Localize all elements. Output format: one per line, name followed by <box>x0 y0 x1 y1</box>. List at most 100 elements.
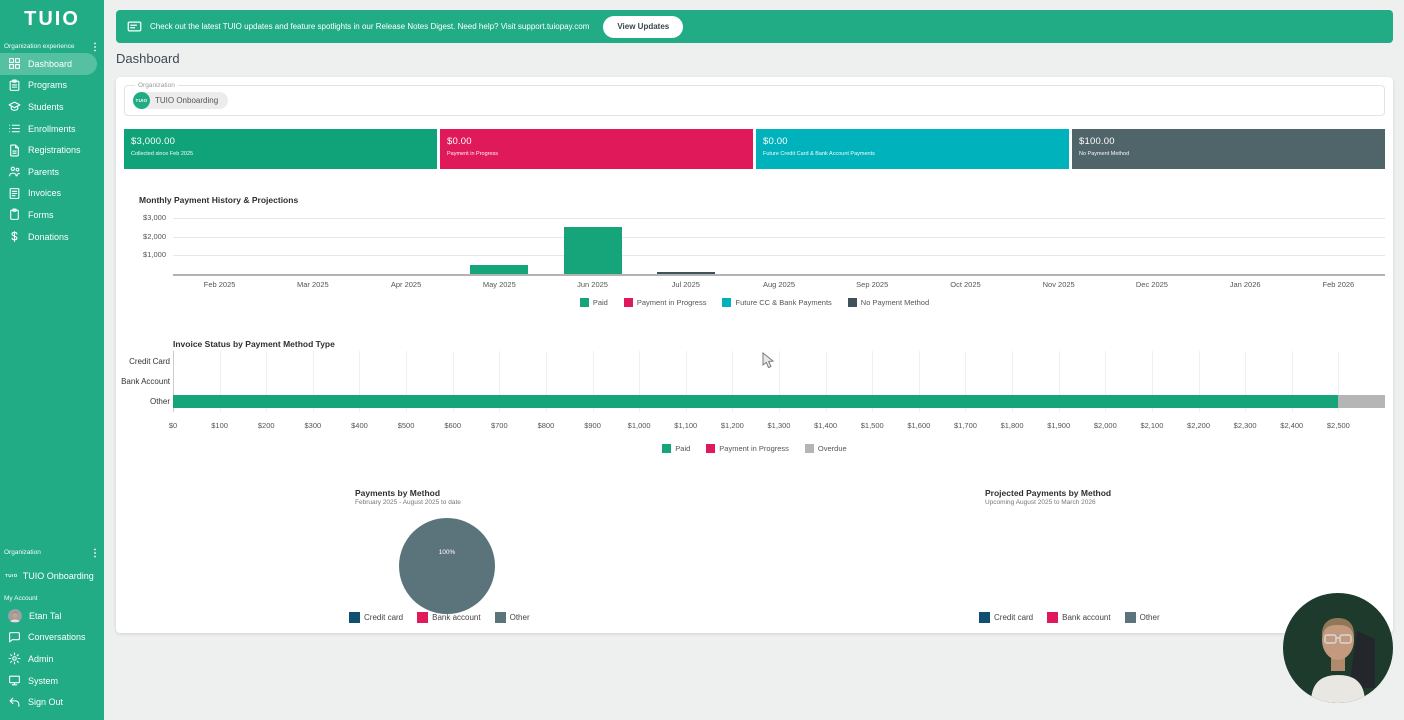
legend-swatch <box>847 298 857 307</box>
monthly-chart-legend: Paid Payment in Progress Future CC & Bank … <box>116 298 1393 307</box>
sidebar-item-conversations[interactable]: Conversations <box>0 627 104 649</box>
sidebar-item-donations[interactable]: Donations <box>0 226 104 248</box>
monthly-chart-title: Monthly Payment History & Projections <box>139 195 299 205</box>
forms-icon <box>8 208 21 221</box>
gridline <box>639 351 641 412</box>
announcement-banner: Check out the latest TUIO updates and fe… <box>116 10 1393 43</box>
x-axis-label: $700 <box>490 421 508 430</box>
view-updates-button[interactable]: View Updates <box>603 15 684 38</box>
stat-label: Payment in Progress <box>447 150 499 157</box>
x-axis-label: Sep 2025 <box>856 280 889 289</box>
sidebar-item-registrations[interactable]: Registrations <box>0 139 104 161</box>
sidebar-item-programs[interactable]: Programs <box>0 75 104 97</box>
conversations-icon <box>8 631 21 644</box>
legend-swatch <box>1047 612 1059 623</box>
legend-swatch <box>494 612 506 623</box>
sidebar-item-label: Dashboard <box>28 58 73 69</box>
gridline <box>732 351 734 412</box>
legend-item-credit-card: Credit card <box>349 612 403 623</box>
dashboard-icon <box>8 57 21 70</box>
sidebar-item-admin[interactable]: Admin <box>0 648 104 670</box>
stat-label: No Payment Method <box>1079 150 1130 157</box>
x-axis-label: Jul 2025 <box>671 280 700 289</box>
stat-card-future-credit-card-bank-account-payments: $0.00 Future Credit Card & Bank Account P… <box>756 129 1069 169</box>
sidebar-item-etan-tal[interactable]: Etan Tal <box>0 605 104 627</box>
gridline <box>173 236 1385 238</box>
gridline <box>219 351 221 412</box>
sidebar-bottom: Organization TUIO TUIO Onboarding My Acc… <box>0 546 104 713</box>
gridline <box>312 351 314 412</box>
release-notes-icon <box>127 19 142 34</box>
x-axis-label: $2,000 <box>1093 421 1117 430</box>
sidebar-section-label: Organization experience <box>4 43 75 50</box>
sidebar-item-system[interactable]: System <box>0 670 104 692</box>
pie-chart: 100% <box>399 518 495 614</box>
x-axis-label: $1,300 <box>767 421 791 430</box>
bar-paid-other <box>173 395 1339 409</box>
gridline <box>452 351 454 412</box>
stat-amount: $0.00 <box>447 136 472 147</box>
x-axis-label: $1,500 <box>860 421 884 430</box>
x-axis-label: $1,600 <box>907 421 931 430</box>
invoice-status-chart: Invoice Status by Payment Method Type Pa… <box>116 333 1393 473</box>
x-axis-label: $400 <box>351 421 368 430</box>
gridline <box>1151 351 1153 412</box>
x-axis-label: $800 <box>537 421 555 430</box>
legend-item-future-cc-bank-payments: Future CC & Bank Payments <box>722 298 832 307</box>
students-icon <box>8 100 21 113</box>
bar-paid-may-2025 <box>470 264 529 274</box>
sidebar-item-invoices[interactable]: Invoices <box>0 183 104 205</box>
sidebar-item-students[interactable]: Students <box>0 96 104 118</box>
org-section-label: Organization <box>4 549 41 556</box>
legend-label: Paid <box>592 298 608 307</box>
x-axis-label: $900 <box>584 421 601 430</box>
category-label-credit-card: Credit Card <box>129 356 170 366</box>
legend-label: Bank account <box>432 613 481 622</box>
stat-label: Collected since Feb 2025 <box>131 150 194 157</box>
sidebar-item-label: Conversations <box>28 632 86 643</box>
mouse-cursor <box>762 351 775 374</box>
stat-card-collected-since-feb-2025: $3,000.00 Collected since Feb 2025 <box>124 129 437 169</box>
sidebar-item-label: Etan Tal <box>29 610 62 621</box>
x-axis-label: May 2025 <box>482 280 516 289</box>
sidebar-item-label: Enrollments <box>28 123 76 134</box>
sidebar-item-parents[interactable]: Parents <box>0 161 104 183</box>
sidebar-item-dashboard[interactable]: Dashboard <box>0 53 97 75</box>
x-axis-label: Apr 2025 <box>390 280 422 289</box>
x-axis-label: Jan 2026 <box>1229 280 1261 289</box>
gridline <box>872 351 874 412</box>
gridline <box>592 351 594 412</box>
legend-item-credit-card: Credit card <box>979 612 1033 623</box>
x-axis-label: $100 <box>211 421 228 430</box>
org-mini-logo: TUIO <box>5 573 18 578</box>
registrations-icon <box>8 144 21 157</box>
sidebar-item-sign-out[interactable]: Sign Out <box>0 691 104 713</box>
x-axis-label: Mar 2025 <box>297 280 329 289</box>
kebab-menu-icon[interactable] <box>89 547 101 559</box>
sidebar-item-forms[interactable]: Forms <box>0 204 104 226</box>
legend-label: Overdue <box>817 444 847 453</box>
x-axis-label: $2,500 <box>1326 421 1350 430</box>
kebab-menu-icon[interactable] <box>89 41 101 53</box>
x-axis-label: Feb 2025 <box>203 280 236 289</box>
stat-amount: $100.00 <box>1079 136 1115 147</box>
system-icon <box>8 674 21 687</box>
legend-item-paid: Paid <box>579 298 608 307</box>
legend-swatch <box>662 444 672 453</box>
sidebar-item-enrollments[interactable]: Enrollments <box>0 118 104 140</box>
admin-icon <box>8 652 21 665</box>
x-axis-label: $1,000 <box>627 421 651 430</box>
legend-swatch <box>722 298 732 307</box>
organization-chip[interactable]: TUIO TUIO Onboarding <box>133 92 229 109</box>
pie-slice-label: 100% <box>438 549 456 556</box>
bar-paid-jun-2025 <box>563 227 622 274</box>
x-axis-label: $0 <box>168 421 178 430</box>
bar-no-payment-method-jul-2025 <box>656 272 715 274</box>
y-axis-label: $2,000 <box>143 231 166 241</box>
x-axis-label: Nov 2025 <box>1042 280 1075 289</box>
sidebar-account-section: My Account <box>0 592 104 605</box>
sidebar-item-label: Invoices <box>28 188 62 199</box>
legend-swatch <box>979 612 990 623</box>
sidebar-org-item[interactable]: TUIO TUIO Onboarding <box>0 566 104 585</box>
legend-label: Credit card <box>994 613 1034 622</box>
